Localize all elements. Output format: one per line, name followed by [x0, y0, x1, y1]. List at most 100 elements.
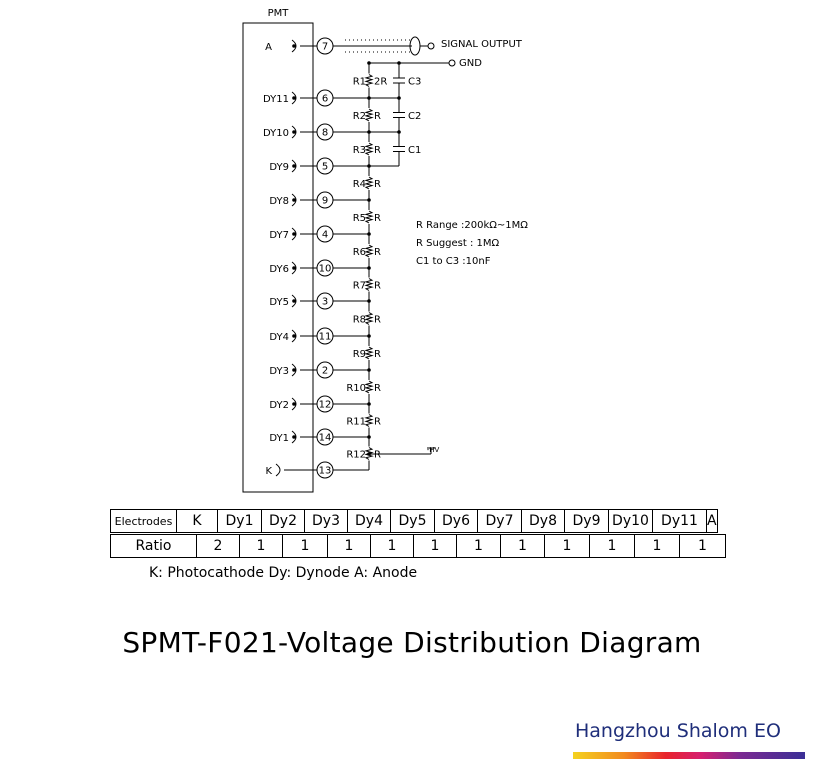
resistor-value-r6: R: [374, 247, 381, 258]
resistor-value-r2: R: [374, 111, 381, 122]
pin-label-dy9: DY9: [269, 162, 289, 173]
ratio-cell: 1: [370, 534, 414, 558]
resistor-name-r8: R8: [353, 315, 366, 326]
electrode-cell-dy4: Dy4: [347, 509, 391, 533]
electrode-cell-dy11: Dy11: [652, 509, 707, 533]
pmt-box: [242, 22, 314, 493]
pin-arc-dy1: [291, 430, 297, 444]
pin-label-a: A: [265, 42, 272, 53]
pin-number-2: 2: [322, 366, 328, 377]
resistor-name-r7: R7: [353, 281, 366, 292]
resistor-r8: [364, 312, 374, 325]
resistor-value-r3: R: [374, 145, 381, 156]
pin-number-3: 3: [322, 297, 328, 308]
cap-node-c1: [397, 130, 401, 134]
hv-label: -HV: [427, 446, 440, 454]
gnd-label: GND: [459, 58, 482, 69]
resistor-value-r10: R: [374, 383, 381, 394]
resistor-name-r3: R3: [353, 145, 366, 156]
resistor-r10: [364, 380, 374, 394]
electrode-cell-dy9: Dy9: [564, 509, 609, 533]
pin-label-dy8: DY8: [269, 196, 289, 207]
resistor-value-r4: R: [374, 179, 381, 190]
electrode-cell-dy2: Dy2: [261, 509, 305, 533]
electrode-cell-dy6: Dy6: [434, 509, 478, 533]
resistor-r9: [364, 346, 374, 360]
resistor-r5: [364, 210, 374, 224]
pin-dot-a: [292, 44, 296, 48]
pin-arc-dy9: [291, 159, 297, 173]
resistor-value-r5: R: [374, 213, 381, 224]
resistor-r2: [364, 108, 374, 122]
electrode-cell-dy3: Dy3: [304, 509, 348, 533]
electrode-cell-dy10: Dy10: [608, 509, 653, 533]
legend-text: K: Photocathode Dy: Dynode A: Anode: [149, 565, 418, 581]
resistor-value-r11: R: [374, 417, 381, 428]
electrode-cell-a: A: [706, 509, 718, 533]
hv-node: [367, 452, 371, 456]
pin-label-dy1: DY1: [269, 433, 289, 444]
pin-arc-a: [291, 39, 297, 53]
note-line-3: C1 to C3 :10nF: [416, 256, 491, 267]
ratio-header: Ratio: [110, 534, 197, 558]
ratio-cell: 1: [413, 534, 457, 558]
pin-number-12: 12: [319, 400, 332, 411]
resistor-name-r10: R10: [346, 383, 366, 394]
cap-node-c2: [397, 96, 401, 100]
electrode-cell-dy8: Dy8: [521, 509, 565, 533]
resistor-name-r12: R12: [346, 450, 366, 461]
note-line-2: R Suggest : 1MΩ: [416, 238, 500, 249]
resistor-value-r8: R: [374, 315, 381, 326]
pin-dot-dy9: [292, 164, 296, 168]
resistor-value-r1: 2R: [374, 77, 387, 88]
pin-dot-dy6: [292, 266, 296, 270]
pin-arc-dy8: [291, 193, 297, 207]
resistor-r6: [364, 244, 374, 258]
voltage-divider-circuit: PMT A 7 DY11 6 DY10 8 DY9 5 DY8 9 DY7 4 DY6 10 DY5 3 DY4 1…: [242, 8, 528, 493]
electrodes-header: Electrodes: [110, 509, 177, 533]
electrode-cell-dy1: Dy1: [217, 509, 262, 533]
resistor-value-r7: R: [374, 281, 381, 292]
pin-dot-dy1: [292, 435, 296, 439]
resistor-name-r4: R4: [353, 179, 366, 190]
ratio-cell: 1: [634, 534, 680, 558]
resistor-name-r9: R9: [353, 349, 366, 360]
pin-label-dy7: DY7: [269, 230, 289, 241]
ratio-cell: 1: [456, 534, 501, 558]
ratio-cell: 1: [589, 534, 635, 558]
resistor-value-r12: R: [374, 450, 381, 461]
ratio-row: Ratio 2 1 1 1 1 1 1 1 1 1 1 1: [110, 534, 738, 558]
pin-label-dy2: DY2: [269, 400, 289, 411]
pin-label-dy3: DY3: [269, 366, 289, 377]
ratio-cell: 1: [327, 534, 371, 558]
pin-arc-dy2: [291, 397, 297, 411]
pin-number-9: 9: [322, 196, 328, 207]
resistor-r1: [364, 74, 374, 87]
ratio-cell: 1: [239, 534, 283, 558]
pin-number-10: 10: [319, 264, 332, 275]
ratio-cell: 2: [196, 534, 240, 558]
cap-node-c3: [397, 61, 401, 65]
pin-label-dy10: DY10: [263, 128, 289, 139]
resistor-r11: [364, 414, 374, 427]
electrode-cell-dy7: Dy7: [477, 509, 522, 533]
pin-arc-dy4: [291, 329, 297, 343]
electrode-cell-k: K: [176, 509, 218, 533]
resistor-name-r6: R6: [353, 247, 366, 258]
resistor-value-r9: R: [374, 349, 381, 360]
capacitor-label-c3: C3: [408, 77, 421, 88]
pin-label-dy6: DY6: [269, 264, 289, 275]
pin-arc-dy5: [291, 294, 297, 308]
pin-dot-dy5: [292, 299, 296, 303]
electrodes-row: Electrodes K Dy1 Dy2 Dy3 Dy4 Dy5 Dy6 Dy7 Dy8 Dy9 Dy…: [110, 509, 768, 533]
company-name: Hangzhou Shalom EO: [575, 720, 781, 742]
electrode-cell-dy5: Dy5: [390, 509, 435, 533]
note-line-1: R Range :200kΩ~1MΩ: [416, 220, 528, 231]
resistor-name-r1: R1: [353, 77, 366, 88]
pin-number-8: 8: [322, 128, 328, 139]
pin-dot-dy10: [292, 130, 296, 134]
pin-dot-dy11: [292, 96, 296, 100]
pin-number-5: 5: [322, 162, 328, 173]
pin-number-4: 4: [322, 230, 328, 241]
pin-label-dy5: DY5: [269, 297, 289, 308]
